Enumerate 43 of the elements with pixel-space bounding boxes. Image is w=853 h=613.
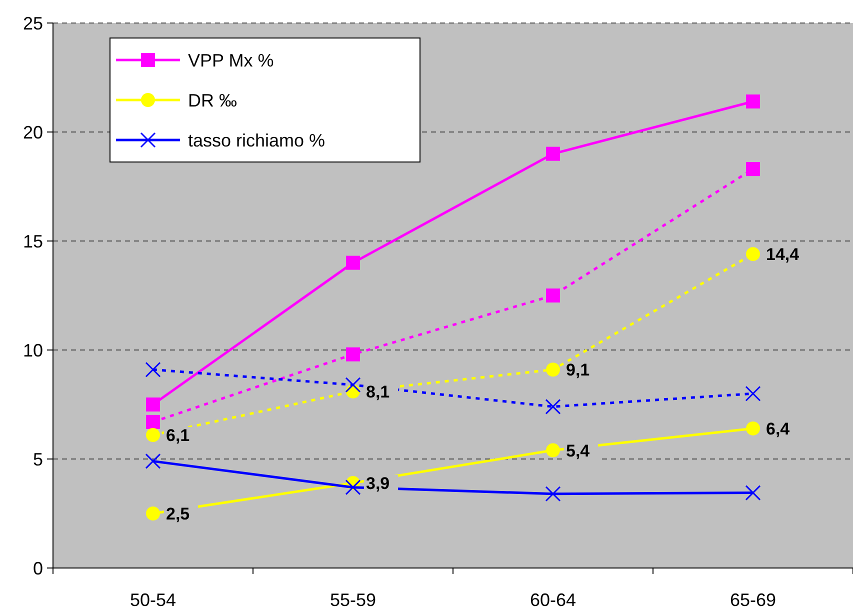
data-label: 8,1	[366, 382, 390, 402]
point	[145, 362, 161, 378]
y-tick-label: 10	[22, 340, 43, 360]
legend-label: VPP Mx %	[188, 50, 274, 70]
point	[145, 453, 161, 469]
point	[146, 506, 160, 520]
point	[546, 288, 560, 302]
x-tick-label: 60-64	[530, 590, 576, 610]
point	[745, 386, 761, 402]
y-tick-label: 5	[32, 449, 43, 470]
point	[546, 146, 560, 161]
point	[546, 443, 560, 458]
point	[345, 377, 361, 393]
data-label: 9,1	[566, 360, 590, 380]
y-tick-label: 15	[22, 231, 43, 252]
data-label: 6,4	[766, 419, 790, 438]
legend-label: tasso richiamo %	[188, 130, 326, 150]
point	[546, 362, 560, 377]
point	[345, 480, 361, 496]
data-label: 6,1	[166, 426, 190, 446]
point	[146, 414, 160, 429]
y-tick-label: 0	[32, 558, 43, 578]
data-label: 3,9	[366, 474, 390, 493]
point	[346, 347, 360, 362]
y-tick-label: 20	[22, 122, 43, 142]
data-label: 14,4	[766, 245, 800, 264]
point	[746, 94, 760, 108]
y-tick-label: 25	[22, 13, 43, 34]
point	[545, 486, 561, 502]
point	[346, 256, 360, 270]
x-tick-label: 55-59	[330, 590, 376, 610]
data-label: 5,4	[566, 441, 590, 460]
point	[746, 162, 760, 176]
point	[745, 485, 761, 501]
legend-label: DR ‰	[188, 90, 237, 110]
x-tick-label: 50-54	[130, 590, 176, 610]
data-label: 2,5	[166, 504, 190, 524]
point	[746, 421, 760, 436]
point	[746, 247, 760, 262]
x-tick-label: 65-69	[730, 590, 776, 610]
point	[146, 428, 160, 442]
point	[545, 398, 561, 414]
point	[146, 398, 160, 412]
